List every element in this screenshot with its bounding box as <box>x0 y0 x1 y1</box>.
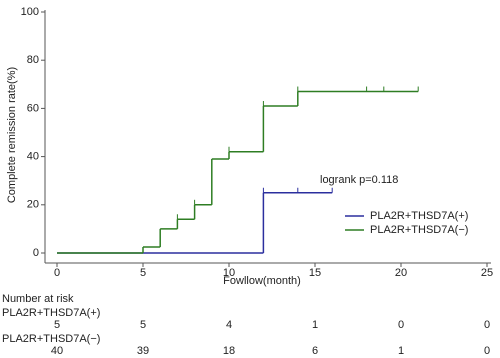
x-tick-label: 20 <box>395 267 407 279</box>
y-tick-label: 60 <box>27 102 39 114</box>
risk-row-label: PLA2R+THSD7A(−) <box>2 333 100 345</box>
risk-count: 1 <box>398 345 404 357</box>
x-tick-label: 25 <box>481 267 493 279</box>
risk-count: 4 <box>226 319 232 331</box>
x-tick-label: 0 <box>54 267 60 279</box>
risk-count: 6 <box>312 345 318 357</box>
risk-count: 18 <box>223 345 235 357</box>
annotation: logrank p=0.118 <box>320 174 398 186</box>
y-tick-label: 40 <box>27 151 39 163</box>
x-axis-title: Fowllow(month) <box>223 275 301 287</box>
y-tick-label: 20 <box>27 199 39 211</box>
legend-label: PLA2R+THSD7A(+) <box>370 210 468 222</box>
risk-count: 5 <box>54 319 60 331</box>
y-tick-label: 0 <box>33 247 39 259</box>
y-tick-label: 100 <box>21 6 39 18</box>
risk-count: 1 <box>312 319 318 331</box>
risk-count: 39 <box>137 345 149 357</box>
x-tick-label: 15 <box>309 267 321 279</box>
x-tick-label: 5 <box>140 267 146 279</box>
risk-count: 0 <box>484 319 490 331</box>
risk-count: 0 <box>398 319 404 331</box>
risk-title: Number at risk <box>2 293 74 305</box>
legend-label: PLA2R+THSD7A(−) <box>370 224 468 236</box>
risk-count: 40 <box>51 345 63 357</box>
x-tick-label: 10 <box>223 267 235 279</box>
y-tick-label: 80 <box>27 54 39 66</box>
y-axis-title: Complete remission rate(%) <box>6 67 18 203</box>
risk-count: 0 <box>484 345 490 357</box>
risk-count: 5 <box>140 319 146 331</box>
risk-row-label: PLA2R+THSD7A(+) <box>2 307 100 319</box>
